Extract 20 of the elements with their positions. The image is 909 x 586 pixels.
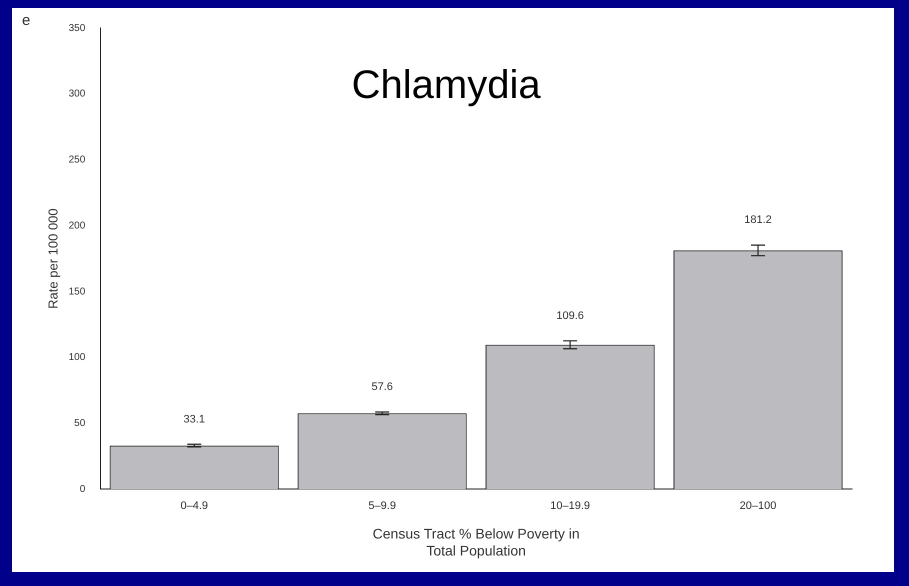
y-tick-label: 0 bbox=[80, 484, 86, 495]
y-axis-title: Rate per 100 000 bbox=[45, 208, 60, 309]
y-tick-label: 350 bbox=[68, 22, 86, 34]
x-tick-label: 0–4.9 bbox=[180, 500, 208, 512]
data-label: 181.2 bbox=[744, 214, 772, 226]
x-tick-label: 20–100 bbox=[740, 500, 776, 512]
data-label: 109.6 bbox=[556, 310, 584, 322]
text: Chlamydia bbox=[352, 63, 542, 107]
y-tick-label: 100 bbox=[68, 352, 86, 364]
x-tick-label: 10–19.9 bbox=[550, 500, 590, 512]
y-tick-label: 250 bbox=[68, 154, 86, 166]
y-tick-label: 150 bbox=[68, 286, 86, 298]
y-tick-label: 200 bbox=[68, 220, 86, 232]
y-tick-label: 300 bbox=[68, 88, 86, 100]
data-label: 33.1 bbox=[184, 413, 205, 426]
data-label: 57.6 bbox=[371, 380, 393, 393]
x-tick-label: 5–9.9 bbox=[368, 500, 396, 512]
x-axis-title: Census Tract % Below Poverty in Total Population bbox=[372, 526, 580, 558]
text: e bbox=[22, 12, 30, 29]
y-tick-label: 50 bbox=[74, 418, 86, 430]
